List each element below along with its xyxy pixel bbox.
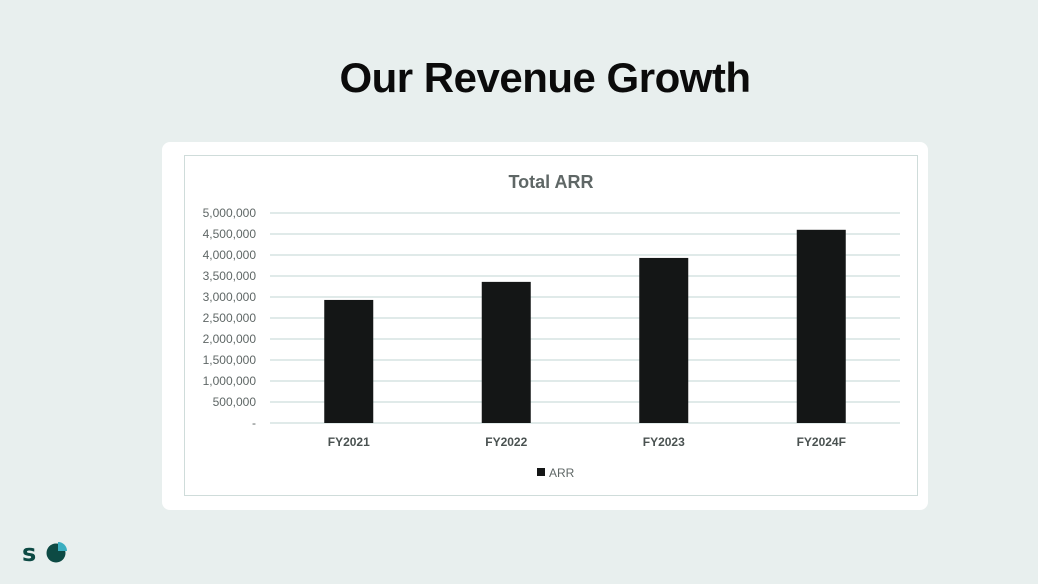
bar-fy2021	[324, 299, 374, 423]
slide-title: Our Revenue Growth	[339, 54, 751, 101]
legend-swatch	[537, 468, 545, 476]
bar-fy2022	[481, 281, 531, 423]
y-tick-label: 2,000,000	[203, 332, 257, 346]
chart-frame	[184, 155, 918, 496]
chart-title: Total ARR	[509, 172, 594, 192]
y-tick-label: 5,000,000	[203, 206, 257, 220]
svg-text:s: s	[22, 540, 36, 566]
y-tick-label: 3,000,000	[203, 290, 257, 304]
y-tick-label: 4,000,000	[203, 248, 257, 262]
y-tick-label: 2,500,000	[203, 311, 257, 325]
legend-label: ARR	[549, 466, 575, 480]
x-tick-label: FY2022	[485, 435, 527, 449]
y-tick-label: 3,500,000	[203, 269, 257, 283]
x-tick-label: FY2023	[643, 435, 685, 449]
y-tick-label: 4,500,000	[203, 227, 257, 241]
y-tick-label: 1,500,000	[203, 353, 257, 367]
x-tick-label: FY2024F	[797, 435, 846, 449]
y-tick-label: -	[252, 416, 256, 430]
bar-fy2024f	[796, 229, 846, 423]
x-tick-label: FY2021	[328, 435, 370, 449]
y-tick-label: 1,000,000	[203, 374, 257, 388]
y-tick-label: 500,000	[213, 395, 257, 409]
sc-logo: s	[22, 539, 70, 571]
bar-fy2023	[639, 257, 689, 423]
